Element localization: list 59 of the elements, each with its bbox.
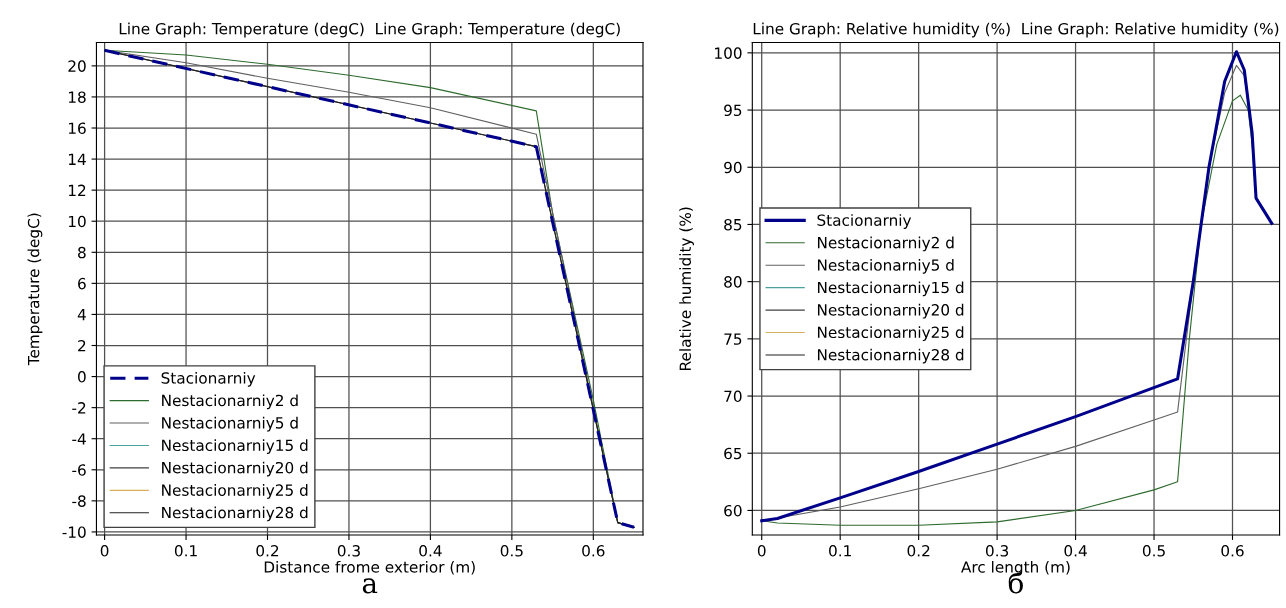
- legend-label: Nestacionarniy2 d: [162, 394, 298, 410]
- x-axis-title: Distance frome exterior (m): [264, 560, 475, 575]
- y-tick-label: 14: [68, 153, 86, 165]
- chart-title: Line Graph: Relative humidity (%) Line Graph: Relative humidity (%): [753, 22, 1279, 38]
- legend-label: Nestacionarniy15 d: [817, 281, 964, 297]
- y-tick-label: 80: [724, 276, 742, 288]
- legend-label: Nestacionarniy25 d: [162, 484, 308, 499]
- x-tick-label: 0.2: [256, 545, 279, 557]
- legend-label: Nestacionarniy20 d: [817, 303, 964, 319]
- legend-label: Stacionarniy: [161, 371, 256, 387]
- y-tick-label: 8: [78, 246, 86, 259]
- y-tick-label: -10: [62, 526, 86, 538]
- legend-label: Nestacionarniy20 d: [162, 461, 308, 477]
- legend-label: Nestacionarniy5 d: [162, 416, 298, 432]
- y-tick-label: 12: [68, 184, 86, 196]
- y-tick-label: -6: [72, 464, 86, 476]
- x-tick-label: 0.2: [907, 545, 930, 557]
- y-tick-label: 75: [724, 333, 742, 345]
- x-tick-label: 0.3: [337, 545, 360, 557]
- legend-label: Nestacionarniy15 d: [162, 439, 308, 455]
- y-tick-label: -4: [72, 433, 86, 445]
- legend-label: Stacionarniy: [817, 214, 912, 229]
- x-tick-label: 0: [757, 545, 766, 557]
- y-tick-label: 10: [68, 215, 86, 228]
- y-tick-label: 90: [724, 161, 742, 174]
- y-tick-label: 6: [78, 277, 86, 290]
- x-tick-label: 0: [100, 545, 109, 557]
- y-tick-label: 95: [724, 104, 742, 117]
- legend-label: Nestacionarniy2 d: [817, 236, 954, 252]
- x-tick-label: 0.5: [1142, 545, 1165, 557]
- x-tick-label: 0.3: [985, 545, 1009, 557]
- x-tick-label: 0.1: [829, 545, 851, 557]
- y-axis-title: Temperature (degC): [27, 213, 43, 366]
- y-tick-label: 65: [724, 447, 742, 460]
- legend-label: Nestacionarniy5 d: [817, 258, 954, 274]
- y-tick-label: 60: [724, 504, 742, 517]
- y-tick-label: 4: [77, 309, 86, 321]
- y-tick-label: 18: [68, 91, 86, 103]
- y-tick-label: 20: [68, 60, 86, 72]
- x-tick-label: 0.5: [500, 545, 523, 557]
- x-tick-label: 0.4: [1064, 545, 1087, 557]
- text: а: [362, 578, 378, 594]
- x-tick-label: 0.6: [582, 545, 605, 557]
- y-tick-label: 16: [68, 122, 86, 135]
- y-tick-label: -8: [72, 495, 86, 507]
- chart-title: Line Graph: Temperature (degC) Line Graph: Temperature (degC): [119, 22, 620, 38]
- legend-label: Nestacionarniy28 d: [817, 348, 964, 364]
- y-tick-label: 70: [724, 390, 742, 403]
- legend-label: Nestacionarniy25 d: [817, 326, 964, 342]
- x-tick-label: 0.1: [174, 545, 197, 557]
- y-tick-label: 0: [78, 371, 86, 383]
- legend-label: Nestacionarniy28 d: [162, 506, 308, 522]
- y-axis-title: Relative humidity (%): [679, 207, 694, 370]
- y-tick-label: 2: [78, 339, 86, 352]
- y-tick-label: -2: [72, 402, 86, 414]
- y-tick-label: 100: [715, 47, 742, 59]
- x-tick-label: 0.4: [419, 545, 442, 557]
- x-tick-label: 0.6: [1221, 545, 1244, 557]
- y-tick-label: 85: [724, 218, 742, 231]
